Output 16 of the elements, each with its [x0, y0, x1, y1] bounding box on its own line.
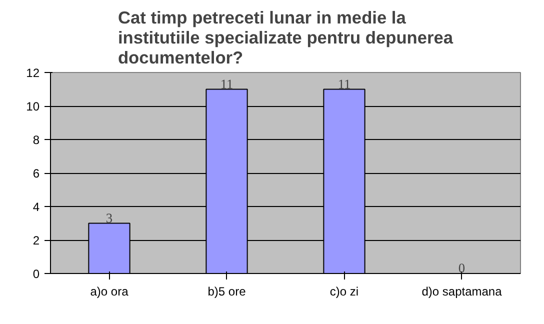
y-tick-label: 0 [32, 267, 40, 281]
x-tick-label: c)o zi [330, 284, 359, 298]
x-tick-label: b)5 ore [208, 284, 246, 298]
y-tick-label: 12 [26, 66, 40, 80]
data-label: 3 [106, 210, 113, 226]
chart-title: Cat timp petreceti lunar in medie la institutiile specializate pentru depunerea documentelor? [118, 8, 454, 68]
data-label: 0 [458, 260, 466, 276]
data-label: 11 [338, 76, 351, 92]
y-tick-label: 4 [32, 200, 40, 214]
data-label: 11 [220, 76, 234, 92]
y-tick-label: 2 [32, 234, 40, 248]
x-tick-label: d)o saptamana [422, 284, 502, 298]
y-tick-label: 8 [32, 133, 40, 147]
y-tick-label: 10 [26, 100, 40, 114]
y-tick-label: 6 [32, 166, 40, 180]
x-tick-label: a)o ora [90, 284, 129, 298]
